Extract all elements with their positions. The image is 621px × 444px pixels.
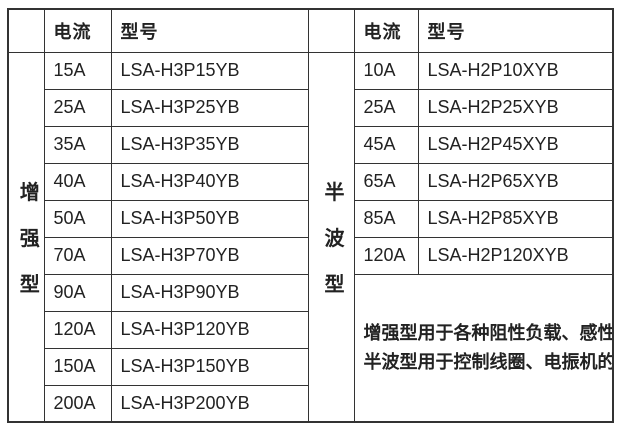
current-cell: 50A	[43, 199, 112, 238]
model-cell: LSA-H2P45XYB	[417, 125, 614, 164]
model-cell: LSA-H3P150YB	[110, 347, 309, 386]
type-label-enhanced-text: 增强型	[19, 182, 40, 297]
col-header-current-right: 电流	[353, 8, 419, 53]
model-cell: LSA-H2P120XYB	[417, 236, 614, 275]
model-cell: LSA-H3P90YB	[110, 273, 309, 312]
current-cell: 85A	[353, 199, 419, 238]
current-cell: 120A	[353, 236, 419, 275]
model-cell: LSA-H2P10XYB	[417, 51, 614, 90]
table-row: 90A LSA-H3P90YB 增强型用于各种阻性负载、感性负载场合。 半波型用…	[8, 273, 614, 423]
model-cell: LSA-H3P40YB	[110, 162, 309, 201]
current-cell: 45A	[353, 125, 419, 164]
current-cell: 90A	[43, 273, 112, 312]
usage-notes-cell: 增强型用于各种阻性负载、感性负载场合。 半波型用于控制线圈、电振机的震动强弱，可…	[353, 273, 614, 423]
usage-note-enhanced: 增强型用于各种阻性负载、感性负载场合。	[363, 322, 613, 343]
header-row: 电流 型号 电流 型号	[7, 8, 614, 53]
table-row: 200A LSA-H3P200YB	[8, 384, 613, 423]
table-row: 35A LSA-H3P35YB 45A LSA-H2P45XYB	[8, 125, 614, 164]
model-cell: LSA-H3P35YB	[110, 125, 309, 164]
model-cell: LSA-H3P70YB	[110, 236, 309, 275]
model-cell: LSA-H3P200YB	[110, 384, 309, 423]
usage-note-halfwave: 半波型用于控制线圈、电振机的震动强弱，可用于水泥、味精、饲料等混合配料的场合。	[363, 351, 613, 372]
col-header-model-left: 型号	[110, 8, 309, 53]
table-row: 70A LSA-H3P70YB 120A LSA-H2P120XYB	[8, 236, 614, 275]
table-row: 25A LSA-H3P25YB 25A LSA-H2P25XYB	[8, 88, 614, 127]
col-header-current-left: 电流	[43, 8, 112, 53]
type-label-halfwave: 半波型	[307, 51, 355, 423]
header-corner-cell-left	[7, 8, 45, 53]
current-cell: 40A	[43, 162, 112, 201]
table-row: 增强型 15A LSA-H3P15YB 半波型 10A LSA-H2P10XYB	[7, 51, 614, 423]
current-cell: 35A	[43, 125, 112, 164]
model-cell: LSA-H3P120YB	[110, 310, 309, 349]
table-row: 50A LSA-H3P50YB 85A LSA-H2P85XYB	[8, 199, 614, 238]
current-cell: 15A	[43, 51, 112, 90]
model-cell: LSA-H3P15YB	[110, 51, 309, 90]
current-cell: 150A	[43, 347, 112, 386]
table-row: 40A LSA-H3P40YB 65A LSA-H2P65XYB	[8, 162, 614, 201]
type-label-halfwave-text: 半波型	[324, 182, 345, 297]
current-cell: 25A	[43, 88, 112, 127]
model-cell: LSA-H3P50YB	[110, 199, 309, 238]
model-cell: LSA-H3P25YB	[110, 88, 309, 127]
current-cell: 120A	[43, 310, 112, 349]
model-cell: LSA-H2P65XYB	[417, 162, 614, 201]
relay-spec-table: 电流 型号 电流 型号 增强型 15A LSA-H3P15YB 半波型 10A …	[7, 8, 614, 423]
type-label-enhanced: 增强型	[7, 51, 45, 423]
model-cell: LSA-H2P25XYB	[417, 88, 614, 127]
current-cell: 200A	[43, 384, 112, 423]
current-cell: 10A	[353, 51, 419, 90]
current-cell: 70A	[43, 236, 112, 275]
header-corner-cell-right	[307, 8, 355, 53]
table-row: 150A LSA-H3P150YB	[8, 347, 613, 386]
table-row: 120A LSA-H3P120YB	[8, 310, 613, 349]
col-header-model-right: 型号	[417, 8, 614, 53]
current-cell: 25A	[353, 88, 419, 127]
model-cell: LSA-H2P85XYB	[417, 199, 614, 238]
current-cell: 65A	[353, 162, 419, 201]
